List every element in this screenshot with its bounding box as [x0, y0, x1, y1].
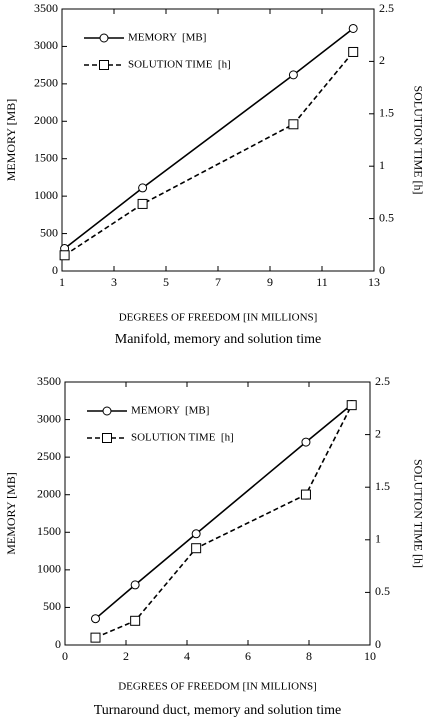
y2-tick-label: 0 — [375, 637, 381, 651]
marker — [300, 489, 311, 500]
marker — [346, 400, 357, 411]
marker — [348, 46, 359, 57]
series-line — [64, 51, 354, 256]
y2-tick-label: 2.5 — [375, 374, 390, 388]
series-line — [64, 27, 354, 250]
x-tick-label: 0 — [62, 649, 68, 663]
marker — [90, 632, 101, 643]
y-tick-label: 3500 — [37, 374, 61, 388]
x-tick-label: 2 — [123, 649, 129, 663]
x-tick-label: 6 — [245, 649, 251, 663]
plot-frame — [64, 381, 371, 646]
x-tick-label: 4 — [184, 649, 190, 663]
x-tick-label: 7 — [215, 275, 221, 289]
y-tick-label: 1000 — [37, 562, 61, 576]
marker — [59, 250, 70, 261]
marker — [137, 198, 148, 209]
legend-marker — [99, 60, 109, 70]
x-tick-label: 9 — [267, 275, 273, 289]
y2-tick-label: 0.5 — [375, 584, 390, 598]
x-axis-label: DEGREES OF FREEDOM [IN MILLIONS] — [119, 312, 318, 324]
caption: Turnaround duct, memory and solution tim… — [94, 703, 342, 718]
legend-marker — [99, 33, 109, 43]
legend-marker — [102, 433, 112, 443]
y-axis-label: MEMORY [MB] — [4, 472, 18, 555]
x-tick-label: 8 — [306, 649, 312, 663]
x-tick-label: 10 — [364, 649, 376, 663]
y-tick-label: 2500 — [34, 76, 58, 90]
y-tick-label: 0 — [55, 637, 61, 651]
y2-axis-label: SOLUTION TIME [h] — [411, 85, 425, 194]
y2-tick-label: 2 — [379, 53, 385, 67]
x-tick-label: 3 — [111, 275, 117, 289]
y-tick-label: 3000 — [34, 38, 58, 52]
x-tick-label: 5 — [163, 275, 169, 289]
marker — [138, 183, 148, 193]
y2-axis-label: SOLUTION TIME [h] — [411, 459, 425, 568]
y2-tick-label: 1 — [379, 158, 385, 172]
y2-tick-label: 1.5 — [379, 106, 394, 120]
x-tick-label: 11 — [316, 275, 328, 289]
y2-tick-label: 1.5 — [375, 479, 390, 493]
x-tick-label: 13 — [368, 275, 380, 289]
y-axis-label: MEMORY [MB] — [4, 99, 18, 182]
marker — [301, 437, 311, 447]
y-tick-label: 2500 — [37, 449, 61, 463]
legend-label: MEMORY [MB] — [128, 32, 206, 44]
marker — [288, 70, 298, 80]
y-tick-label: 500 — [43, 599, 61, 613]
y-tick-label: 2000 — [37, 486, 61, 500]
legend-marker — [102, 406, 112, 416]
marker — [191, 529, 201, 539]
marker — [348, 23, 358, 33]
legend-label: MEMORY [MB] — [131, 405, 209, 417]
y2-tick-label: 2 — [375, 426, 381, 440]
legend-label: SOLUTION TIME [h] — [128, 59, 231, 71]
marker — [91, 614, 100, 624]
y2-tick-label: 1 — [375, 532, 381, 546]
x-axis-label: DEGREES OF FREEDOM [IN MILLIONS] — [118, 681, 317, 693]
marker — [191, 543, 202, 554]
y-tick-label: 0 — [52, 263, 58, 277]
caption: Manifold, memory and solution time — [115, 332, 321, 347]
marker — [130, 580, 140, 590]
y-tick-label: 500 — [40, 225, 58, 239]
y-tick-label: 1500 — [34, 150, 58, 164]
y-tick-label: 2000 — [34, 113, 58, 127]
marker — [288, 119, 299, 130]
x-tick-label: 1 — [59, 275, 65, 289]
legend-label: SOLUTION TIME [h] — [131, 432, 234, 444]
y-tick-label: 1000 — [34, 188, 58, 202]
y-tick-label: 3000 — [37, 411, 61, 425]
y-tick-label: 1500 — [37, 524, 61, 538]
y2-tick-label: 0 — [379, 263, 385, 277]
y2-tick-label: 2.5 — [379, 1, 394, 15]
y-tick-label: 3500 — [34, 1, 58, 15]
marker — [130, 615, 141, 626]
y2-tick-label: 0.5 — [379, 210, 394, 224]
